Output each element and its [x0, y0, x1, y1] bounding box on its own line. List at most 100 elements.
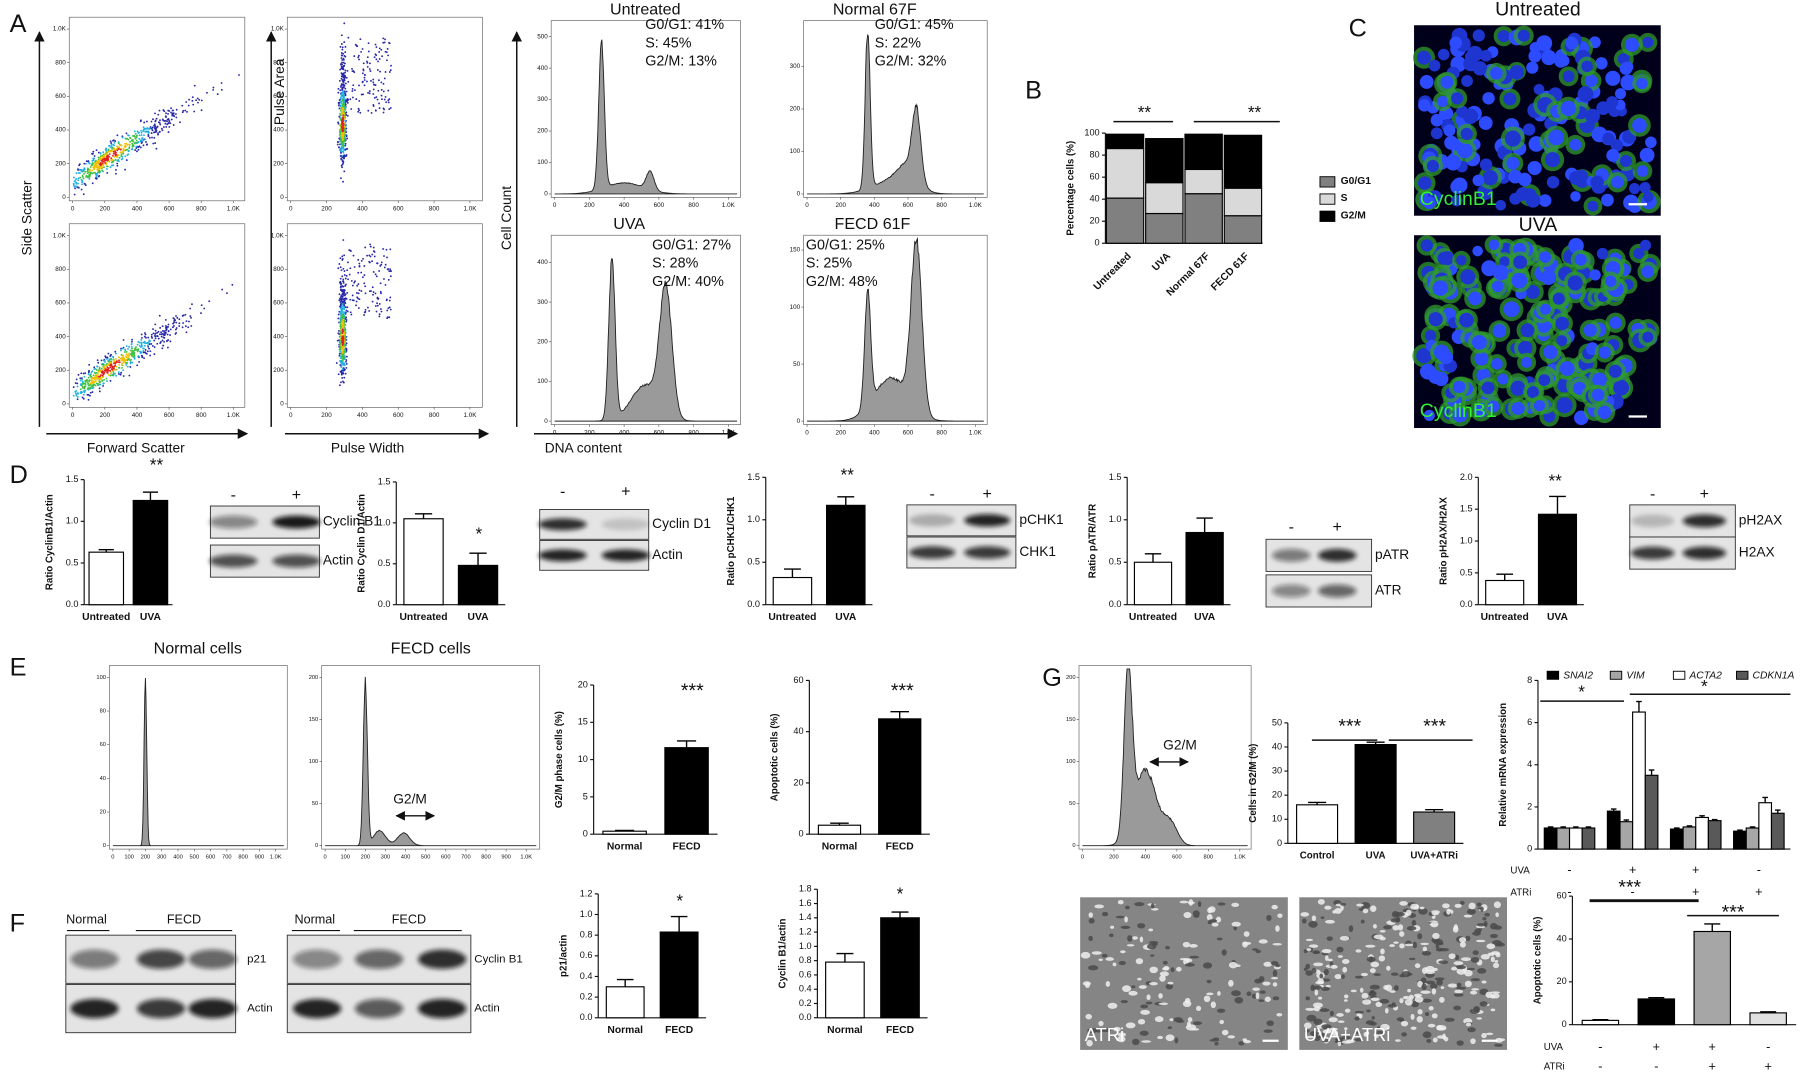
histogram-stat: S: 22% [875, 35, 921, 51]
cell [1259, 990, 1266, 994]
event-dot [137, 355, 139, 358]
event-dot [137, 348, 140, 351]
event-dot [77, 177, 80, 180]
cell [1402, 995, 1410, 1000]
event-dot [82, 193, 85, 196]
event-dot [373, 56, 376, 59]
cell [1410, 1013, 1415, 1020]
event-dot [337, 373, 340, 376]
event-dot [350, 108, 353, 110]
cell [1266, 914, 1272, 921]
event-dot [344, 119, 347, 122]
cell [1270, 976, 1279, 980]
panel-label: E [10, 654, 27, 682]
event-dot [343, 329, 346, 331]
event-dot [363, 274, 366, 277]
event-dot [118, 361, 121, 364]
cell [1481, 1032, 1487, 1039]
x-tick-label: 0 [1081, 855, 1084, 861]
event-dot [87, 373, 90, 376]
event-dot [102, 382, 105, 385]
cell [1098, 1020, 1104, 1027]
event-dot [122, 150, 124, 152]
event-dot [357, 292, 360, 295]
event-dot [208, 300, 211, 303]
nucleus [1614, 88, 1627, 100]
cell [1216, 937, 1223, 941]
event-dot [348, 273, 351, 276]
event-dot [349, 98, 352, 101]
x-tick-label: 800 [936, 202, 947, 209]
cell [1453, 1005, 1462, 1011]
cell [1107, 1002, 1118, 1009]
event-dot [338, 263, 341, 265]
histogram-title: FECD cells [391, 640, 471, 658]
event-dot [341, 255, 344, 258]
cell [1446, 908, 1451, 915]
event-dot [371, 260, 374, 263]
condition-sign: - [1598, 1059, 1602, 1073]
event-dot [341, 119, 344, 122]
event-dot [385, 101, 388, 104]
nucleus [1636, 165, 1649, 177]
event-dot [144, 333, 147, 336]
event-dot [120, 144, 123, 147]
event-dot [118, 366, 120, 369]
nucleus [1642, 331, 1654, 343]
event-dot [352, 84, 355, 87]
y-tick-label: 15 [578, 717, 588, 727]
bar [1770, 812, 1785, 850]
event-dot [106, 358, 108, 360]
event-dot [87, 398, 90, 401]
bar [1185, 531, 1224, 606]
event-dot [150, 333, 153, 336]
bar [88, 551, 125, 606]
x-tick-label: 200 [584, 202, 595, 209]
cell [1417, 933, 1423, 940]
event-dot [91, 387, 94, 390]
cell [1474, 928, 1482, 934]
event-dot [89, 168, 91, 171]
event-dot [131, 350, 134, 353]
event-dot [98, 167, 101, 170]
histogram-area [807, 34, 984, 195]
y-tick-label: 1.0 [747, 514, 760, 524]
y-tick-label: 0.0 [66, 599, 79, 609]
nucleus [1456, 254, 1467, 266]
cell [1159, 975, 1166, 982]
event-dot [115, 352, 117, 355]
cell [1392, 925, 1400, 931]
event-dot [115, 172, 117, 175]
cell [1139, 936, 1144, 943]
y-tick-label: 2.0 [1460, 472, 1473, 482]
cell [1324, 905, 1332, 910]
event-dot [345, 355, 348, 358]
nucleus [1533, 400, 1546, 412]
cell [1421, 983, 1427, 991]
event-dot [122, 375, 125, 377]
event-dot [175, 116, 178, 119]
bar [880, 917, 920, 1019]
event-dot [341, 68, 344, 70]
cell [1438, 960, 1449, 965]
event-dot [107, 157, 109, 160]
event-dot [366, 80, 368, 83]
event-dot [388, 108, 391, 111]
x-tick-label: 200 [100, 412, 111, 419]
event-dot [120, 359, 123, 362]
cell [1135, 958, 1144, 965]
x-tick-label: 1.0K [722, 202, 736, 209]
event-dot [338, 293, 341, 296]
y-tick-label: 100 [1084, 128, 1099, 138]
event-dot [341, 63, 344, 66]
plot-frame [550, 20, 741, 198]
x-tick-label: UVA [1194, 612, 1216, 623]
nucleus [1602, 132, 1615, 145]
event-dot [161, 339, 164, 342]
event-dot [368, 68, 371, 70]
event-dot [83, 375, 86, 378]
nucleus [1577, 86, 1594, 103]
significance: * [676, 890, 683, 910]
event-dot [382, 247, 385, 250]
nucleus [1418, 99, 1431, 112]
